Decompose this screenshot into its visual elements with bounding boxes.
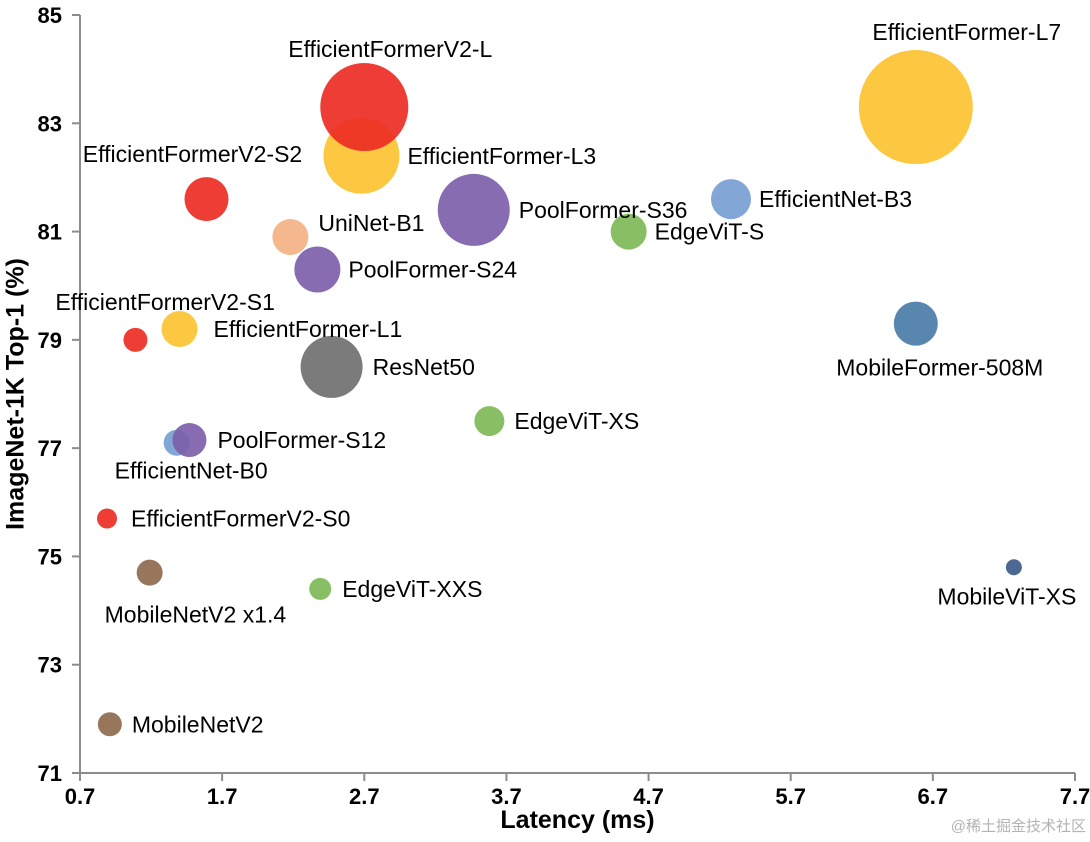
point-label-efficientformerv2-s2: EfficientFormerV2-S2 [83,141,302,167]
bubble-edgevit-s [610,213,647,250]
point-label-efficientformerv2-s0: EfficientFormerV2-S0 [131,506,350,532]
point-label-edgevit-s: EdgeViT-S [655,219,765,245]
bubble-efficientformerv2-s2 [184,177,229,222]
point-label-mobilevit-xs: MobileViT-XS [937,583,1076,609]
point-label-efficientformer-l1: EfficientFormer-L1 [214,316,403,342]
point-label-edgevit-xs: EdgeViT-XS [514,408,639,434]
point-label-efficientformerv2-l: EfficientFormerV2-L [288,36,492,62]
point-label-poolformer-s12: PoolFormer-S12 [217,427,386,453]
point-label-mobileformer-508m: MobileFormer-508M [836,355,1043,381]
x-tick-label: 4.7 [633,784,664,809]
x-tick-label: 1.7 [207,784,238,809]
y-tick-label: 83 [38,111,62,136]
point-label-mobilenetv2-x1-4: MobileNetV2 x1.4 [105,602,287,628]
point-label-poolformer-s24: PoolFormer-S24 [348,256,517,282]
x-tick-label: 6.7 [918,784,949,809]
x-tick-label: 0.7 [65,784,96,809]
point-label-efficientformerv2-s1: EfficientFormerV2-S1 [55,289,274,315]
point-label-resnet50: ResNet50 [373,354,475,380]
point-label-efficientformer-l7: EfficientFormer-L7 [872,19,1061,45]
bubble-resnet50 [300,335,363,398]
point-label-uninet-b1: UniNet-B1 [318,210,424,236]
x-tick-label: 7.7 [1060,784,1090,809]
y-axis-title: ImageNet-1K Top-1 (%) [1,258,30,530]
bubble-mobilenetv2-x1-4 [136,559,163,586]
point-label-mobilenetv2: MobileNetV2 [132,711,264,737]
bubble-efficientnet-b3 [711,179,752,220]
y-tick-label: 71 [38,761,62,786]
bubble-poolformer-s24 [294,246,341,293]
x-axis-title: Latency (ms) [500,806,655,834]
bubble-poolformer-s36 [437,173,510,246]
bubble-uninet-b1 [272,218,309,255]
bubble-poolformer-s12 [172,423,207,458]
x-tick-label: 5.7 [775,784,806,809]
y-tick-label: 79 [38,328,62,353]
bubble-efficientformerv2-l [320,63,409,152]
y-tick-label: 81 [38,220,62,245]
point-label-efficientformer-l3: EfficientFormer-L3 [407,143,596,169]
point-label-edgevit-xxs: EdgeViT-XXS [342,576,482,602]
y-tick-label: 85 [38,3,62,28]
point-label-efficientnet-b3: EfficientNet-B3 [759,186,912,212]
y-tick-label: 77 [38,436,62,461]
bubble-mobileformer-508m [893,301,938,346]
point-label-poolformer-s36: PoolFormer-S36 [519,197,688,223]
watermark: @稀土掘金技术社区 [950,818,1086,835]
bubble-edgevit-xs [474,406,505,437]
bubble-efficientformerv2-s0 [97,508,118,529]
y-tick-label: 75 [38,544,62,569]
bubble-efficientformerv2-s1 [123,327,148,352]
bubble-mobilenetv2 [97,712,122,737]
bubble-mobilevit-xs [1005,559,1022,576]
bubble-edgevit-xxs [309,577,332,600]
point-label-efficientnet-b0: EfficientNet-B0 [115,458,268,484]
x-tick-label: 2.7 [349,784,380,809]
x-tick-label: 3.7 [491,784,522,809]
y-tick-label: 73 [38,653,62,678]
bubble-efficientformer-l7 [858,50,973,165]
bubble-efficientformer-l1 [161,311,198,348]
